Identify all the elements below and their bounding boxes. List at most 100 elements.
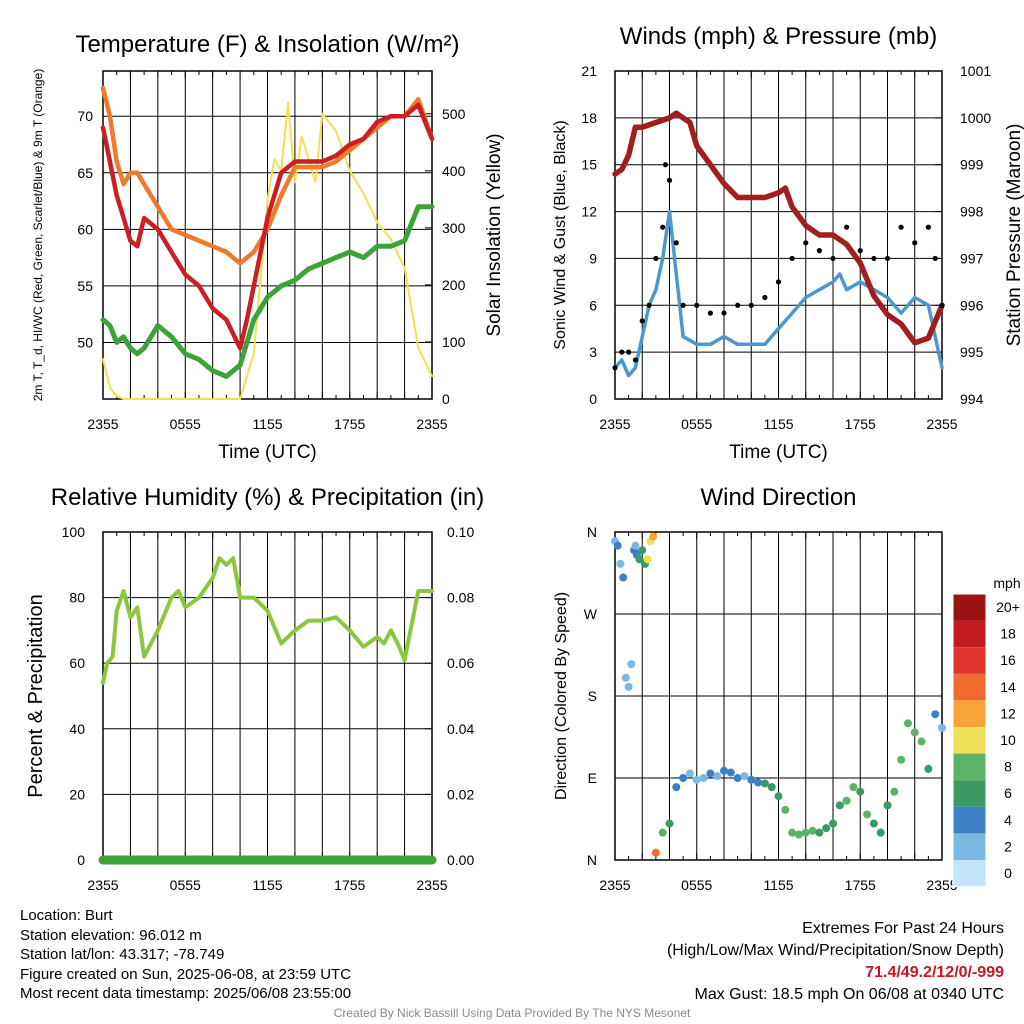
y2-tick-label: 0 <box>442 391 450 407</box>
gust-point <box>721 310 727 316</box>
direction-point <box>649 532 658 541</box>
direction-point <box>685 769 694 778</box>
gust-point <box>619 349 625 355</box>
y2-tick-label: 300 <box>442 220 466 236</box>
x-tick-label: 0555 <box>681 877 712 893</box>
y-tick-label: E <box>588 770 597 786</box>
colorbar-title: mph <box>993 575 1020 591</box>
gust-point <box>673 240 679 246</box>
y-tick-label: 40 <box>69 721 85 737</box>
y-tick-label: 100 <box>62 524 86 540</box>
direction-point <box>754 778 763 787</box>
series-line-temperature <box>100 102 435 351</box>
colorbar-label: 2 <box>1004 838 1012 854</box>
direction-point <box>863 810 872 819</box>
gust-point <box>653 255 659 262</box>
y-axis-label: Direction (Colored By Speed) <box>553 592 570 800</box>
x-tick-label: 0555 <box>170 416 201 432</box>
direction-point <box>910 728 919 737</box>
chart-title: Wind Direction <box>700 484 856 511</box>
y2-tick-label: 100 <box>442 334 466 350</box>
y-tick-label: 9 <box>589 250 597 266</box>
created-text: Figure created on Sun, 2025-06-08, at 23… <box>20 965 352 983</box>
location-text: Location: Burt <box>20 907 113 924</box>
colorbar-label: 8 <box>1004 759 1012 775</box>
gust-point <box>646 302 652 308</box>
colorbar-swatch <box>953 620 986 648</box>
gust-point <box>694 302 700 308</box>
x-tick-label: 1155 <box>252 877 282 893</box>
y-axis-label: Sonic Wind & Gust (Blue, Black) <box>552 120 569 349</box>
colorbar-label: 16 <box>1000 652 1016 668</box>
y-tick-label: 0 <box>589 391 597 407</box>
extremes-info: Extremes For Past 24 Hours (High/Low/Max… <box>667 918 1004 1006</box>
colorbar-swatch <box>953 647 986 674</box>
colorbar-label: 0 <box>1004 865 1012 881</box>
y-axis-label: 2m T, T_d, HI/WC (Red, Green, Scarlet/Bl… <box>31 69 45 402</box>
gust-point <box>898 224 904 230</box>
direction-point <box>643 555 652 564</box>
colorbar-label: 20+ <box>996 599 1020 615</box>
gust-point <box>762 294 768 301</box>
x-tick-label: 2355 <box>87 416 118 432</box>
series-line-rh <box>101 556 434 685</box>
max-gust-text: Max Gust: 18.5 mph On 06/08 at 0340 UTC <box>694 986 1005 1003</box>
y-tick-label: N <box>587 524 597 540</box>
direction-point <box>829 819 837 828</box>
gust-point <box>789 255 795 262</box>
direction-point <box>638 546 647 555</box>
colorbar-label: 10 <box>1000 732 1016 748</box>
gust-point <box>844 224 850 230</box>
y-axis-label: Percent & Precipitation <box>25 594 47 797</box>
y2-tick-label: 0.06 <box>447 655 474 671</box>
direction-point <box>835 801 844 810</box>
y2-tick-label: 200 <box>442 277 466 293</box>
gust-point <box>803 240 809 246</box>
gust-point <box>626 349 632 355</box>
y-tick-label: 3 <box>589 344 597 360</box>
latlon-text: Station lat/lon: 43.317; -78.749 <box>20 946 225 964</box>
elevation-text: Station elevation: 96.012 m <box>20 926 202 944</box>
y2-tick-label: 0.02 <box>447 786 474 802</box>
series-line-insolation <box>102 101 433 400</box>
y-tick-label: 12 <box>581 204 597 220</box>
x-tick-label: 0555 <box>681 416 712 432</box>
direction-point <box>658 828 667 837</box>
colorbar-swatch <box>953 780 986 807</box>
gust-point <box>666 177 673 183</box>
gust-point <box>707 310 713 316</box>
direction-point <box>619 573 628 582</box>
y-tick-label: 80 <box>69 590 85 606</box>
y-tick-label: 60 <box>77 221 93 237</box>
gust-point <box>830 255 836 262</box>
x-tick-label: 2355 <box>416 877 447 893</box>
y-tick-label: 50 <box>77 334 93 350</box>
direction-point <box>869 819 878 828</box>
colorbar-swatch <box>953 727 986 754</box>
y2-tick-label: 0.10 <box>447 524 474 540</box>
x-tick-label: 2355 <box>416 416 447 432</box>
direction-point <box>815 828 824 837</box>
direction-point <box>760 779 769 788</box>
y-tick-label: N <box>587 852 597 868</box>
direction-point <box>740 772 749 781</box>
x-tick-label: 2355 <box>599 416 630 432</box>
y2-tick-label: 0.04 <box>447 721 474 737</box>
y2-tick-label: 0.00 <box>447 852 474 868</box>
direction-point <box>613 541 622 550</box>
direction-point <box>890 787 899 796</box>
direction-point <box>794 830 803 839</box>
y2-tick-label: 0.08 <box>447 590 474 606</box>
direction-point <box>849 783 858 792</box>
direction-point <box>720 766 728 775</box>
x-tick-label: 0555 <box>170 877 201 893</box>
direction-point <box>801 828 810 837</box>
x-tick-label: 2355 <box>87 877 118 893</box>
x-tick-label: 1755 <box>334 877 365 893</box>
y2-tick-label: 994 <box>960 391 984 407</box>
y-tick-label: 55 <box>77 278 93 294</box>
x-axis-label: Time (UTC) <box>729 442 828 463</box>
direction-point <box>876 828 885 837</box>
colorbar-label: 18 <box>1000 626 1016 642</box>
y-tick-label: 15 <box>581 157 597 173</box>
